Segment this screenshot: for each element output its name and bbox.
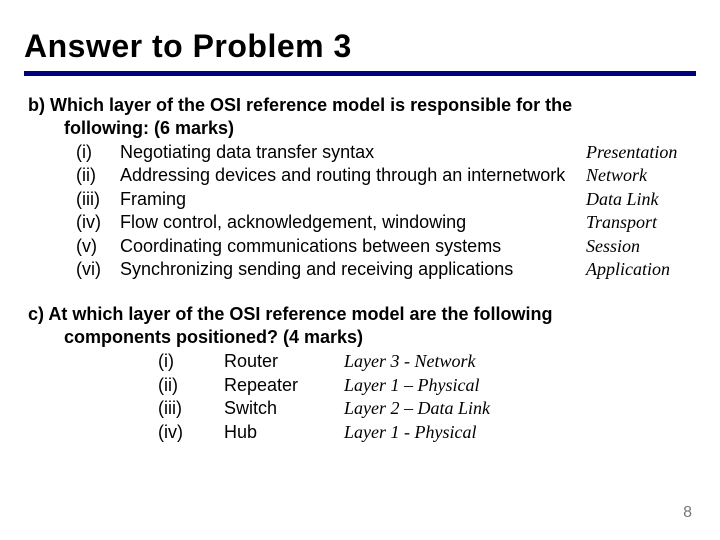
item-answer: Network [586, 164, 696, 187]
item-description: Negotiating data transfer syntax [120, 141, 586, 164]
item-component: Hub [224, 421, 344, 444]
item-component: Switch [224, 397, 344, 420]
section-c-intro-line2: components positioned? (4 marks) [28, 326, 696, 349]
item-description: Addressing devices and routing through a… [120, 164, 586, 187]
section-c-intro: c) At which layer of the OSI reference m… [24, 303, 696, 348]
list-item: (i) Negotiating data transfer syntax Pre… [76, 141, 696, 164]
page-title: Answer to Problem 3 [24, 28, 696, 71]
section-c: c) At which layer of the OSI reference m… [24, 303, 696, 444]
item-number: (ii) [158, 374, 224, 397]
item-description: Flow control, acknowledgement, windowing [120, 211, 586, 234]
list-item: (v) Coordinating communications between … [76, 235, 696, 258]
item-number: (iv) [76, 211, 120, 234]
item-answer: Session [586, 235, 696, 258]
item-number: (iii) [158, 397, 224, 420]
item-description: Synchronizing sending and receiving appl… [120, 258, 586, 281]
item-component: Repeater [224, 374, 344, 397]
section-b-intro: b) Which layer of the OSI reference mode… [24, 94, 696, 139]
item-layer: Layer 3 - Network [344, 350, 475, 373]
section-c-label: c) [28, 304, 44, 324]
section-b-intro-line2: following: (6 marks) [28, 117, 696, 140]
page-number: 8 [683, 504, 692, 522]
section-b-intro-line1: Which layer of the OSI reference model i… [50, 95, 572, 115]
section-b-items: (i) Negotiating data transfer syntax Pre… [24, 141, 696, 281]
item-description: Coordinating communications between syst… [120, 235, 586, 258]
title-underline [24, 71, 696, 76]
item-answer: Transport [586, 211, 696, 234]
item-layer: Layer 1 - Physical [344, 421, 476, 444]
list-item: (iii) Framing Data Link [76, 188, 696, 211]
item-number: (iv) [158, 421, 224, 444]
item-layer: Layer 1 – Physical [344, 374, 479, 397]
section-b: b) Which layer of the OSI reference mode… [24, 94, 696, 281]
list-item: (ii) Repeater Layer 1 – Physical [158, 374, 696, 397]
item-number: (vi) [76, 258, 120, 281]
section-c-items: (i) Router Layer 3 - Network (ii) Repeat… [24, 350, 696, 444]
item-number: (i) [76, 141, 120, 164]
list-item: (iv) Hub Layer 1 - Physical [158, 421, 696, 444]
item-layer: Layer 2 – Data Link [344, 397, 490, 420]
section-b-label: b) [28, 95, 45, 115]
item-number: (iii) [76, 188, 120, 211]
list-item: (ii) Addressing devices and routing thro… [76, 164, 696, 187]
item-description: Framing [120, 188, 586, 211]
list-item: (iv) Flow control, acknowledgement, wind… [76, 211, 696, 234]
list-item: (iii) Switch Layer 2 – Data Link [158, 397, 696, 420]
section-c-intro-line1: At which layer of the OSI reference mode… [48, 304, 552, 324]
item-answer: Data Link [586, 188, 696, 211]
item-number: (v) [76, 235, 120, 258]
item-answer: Application [586, 258, 696, 281]
item-number: (i) [158, 350, 224, 373]
list-item: (i) Router Layer 3 - Network [158, 350, 696, 373]
item-answer: Presentation [586, 141, 696, 164]
item-component: Router [224, 350, 344, 373]
item-number: (ii) [76, 164, 120, 187]
list-item: (vi) Synchronizing sending and receiving… [76, 258, 696, 281]
